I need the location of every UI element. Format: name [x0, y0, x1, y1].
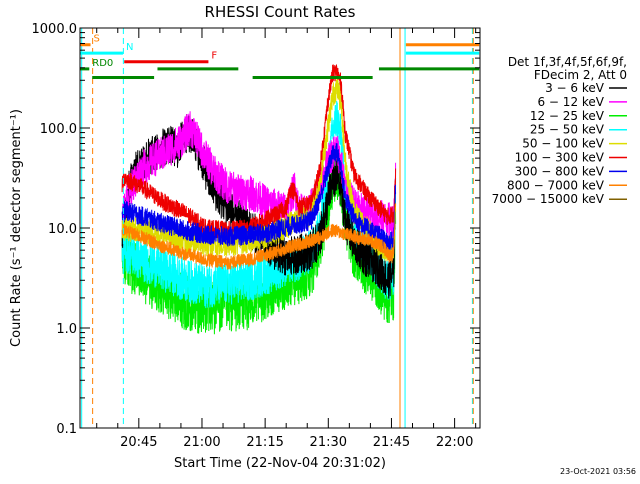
legend-label: 6 − 12 keV — [537, 95, 604, 109]
x-tick-label: 20:45 — [120, 435, 157, 450]
legend-header: Det 1f,3f,4f,5f,6f,9f, — [508, 55, 627, 69]
legend-header: FDecim 2, Att 0 — [534, 68, 627, 82]
series-line — [121, 143, 397, 253]
y-tick-label: 1.0 — [56, 322, 77, 337]
axes: 0.1 1.0 10.0 100.0 1000.0 20:45 21:00 21:15 21:3… — [32, 22, 480, 450]
x-tick-label: 21:15 — [246, 435, 283, 450]
footer-timestamp: 23-Oct-2021 03:56 — [560, 467, 636, 476]
flag-label: RD0 — [92, 58, 113, 69]
legend-label: 3 − 6 keV — [545, 81, 605, 95]
x-tick-label: 21:00 — [183, 435, 220, 450]
y-axis-label: Count Rate (s⁻¹ detector segment⁻¹) — [9, 109, 24, 347]
legend-label: 300 − 800 keV — [515, 164, 605, 178]
x-tick-label: 22:00 — [436, 435, 473, 450]
legend-label: 25 − 50 keV — [530, 123, 605, 137]
x-axis-label: Start Time (22-Nov-04 20:31:02) — [174, 456, 386, 471]
legend-label: 100 − 300 keV — [515, 151, 605, 165]
flag-label: N — [126, 42, 133, 53]
legend-label: 50 − 100 keV — [522, 137, 605, 151]
legend-label: 7000 − 15000 keV — [492, 192, 605, 206]
series-line — [121, 203, 397, 270]
y-tick-label: 1000.0 — [32, 22, 78, 37]
flag-label: F — [211, 51, 217, 62]
chart-title: RHESSI Count Rates — [205, 3, 356, 21]
legend-label: 12 − 25 keV — [530, 109, 605, 123]
y-tick-label: 100.0 — [40, 122, 77, 137]
y-tick-label: 0.1 — [56, 422, 77, 437]
plot-area — [121, 64, 397, 335]
flag-label: S — [94, 34, 100, 45]
series-line — [121, 64, 397, 240]
y-tick-label: 10.0 — [48, 222, 77, 237]
legend: Det 1f,3f,4f,5f,6f,9f,FDecim 2, Att 03 −… — [492, 55, 627, 206]
x-tick-label: 21:45 — [373, 435, 410, 450]
legend-label: 800 − 7000 keV — [507, 178, 605, 192]
x-tick-label: 21:30 — [310, 435, 347, 450]
